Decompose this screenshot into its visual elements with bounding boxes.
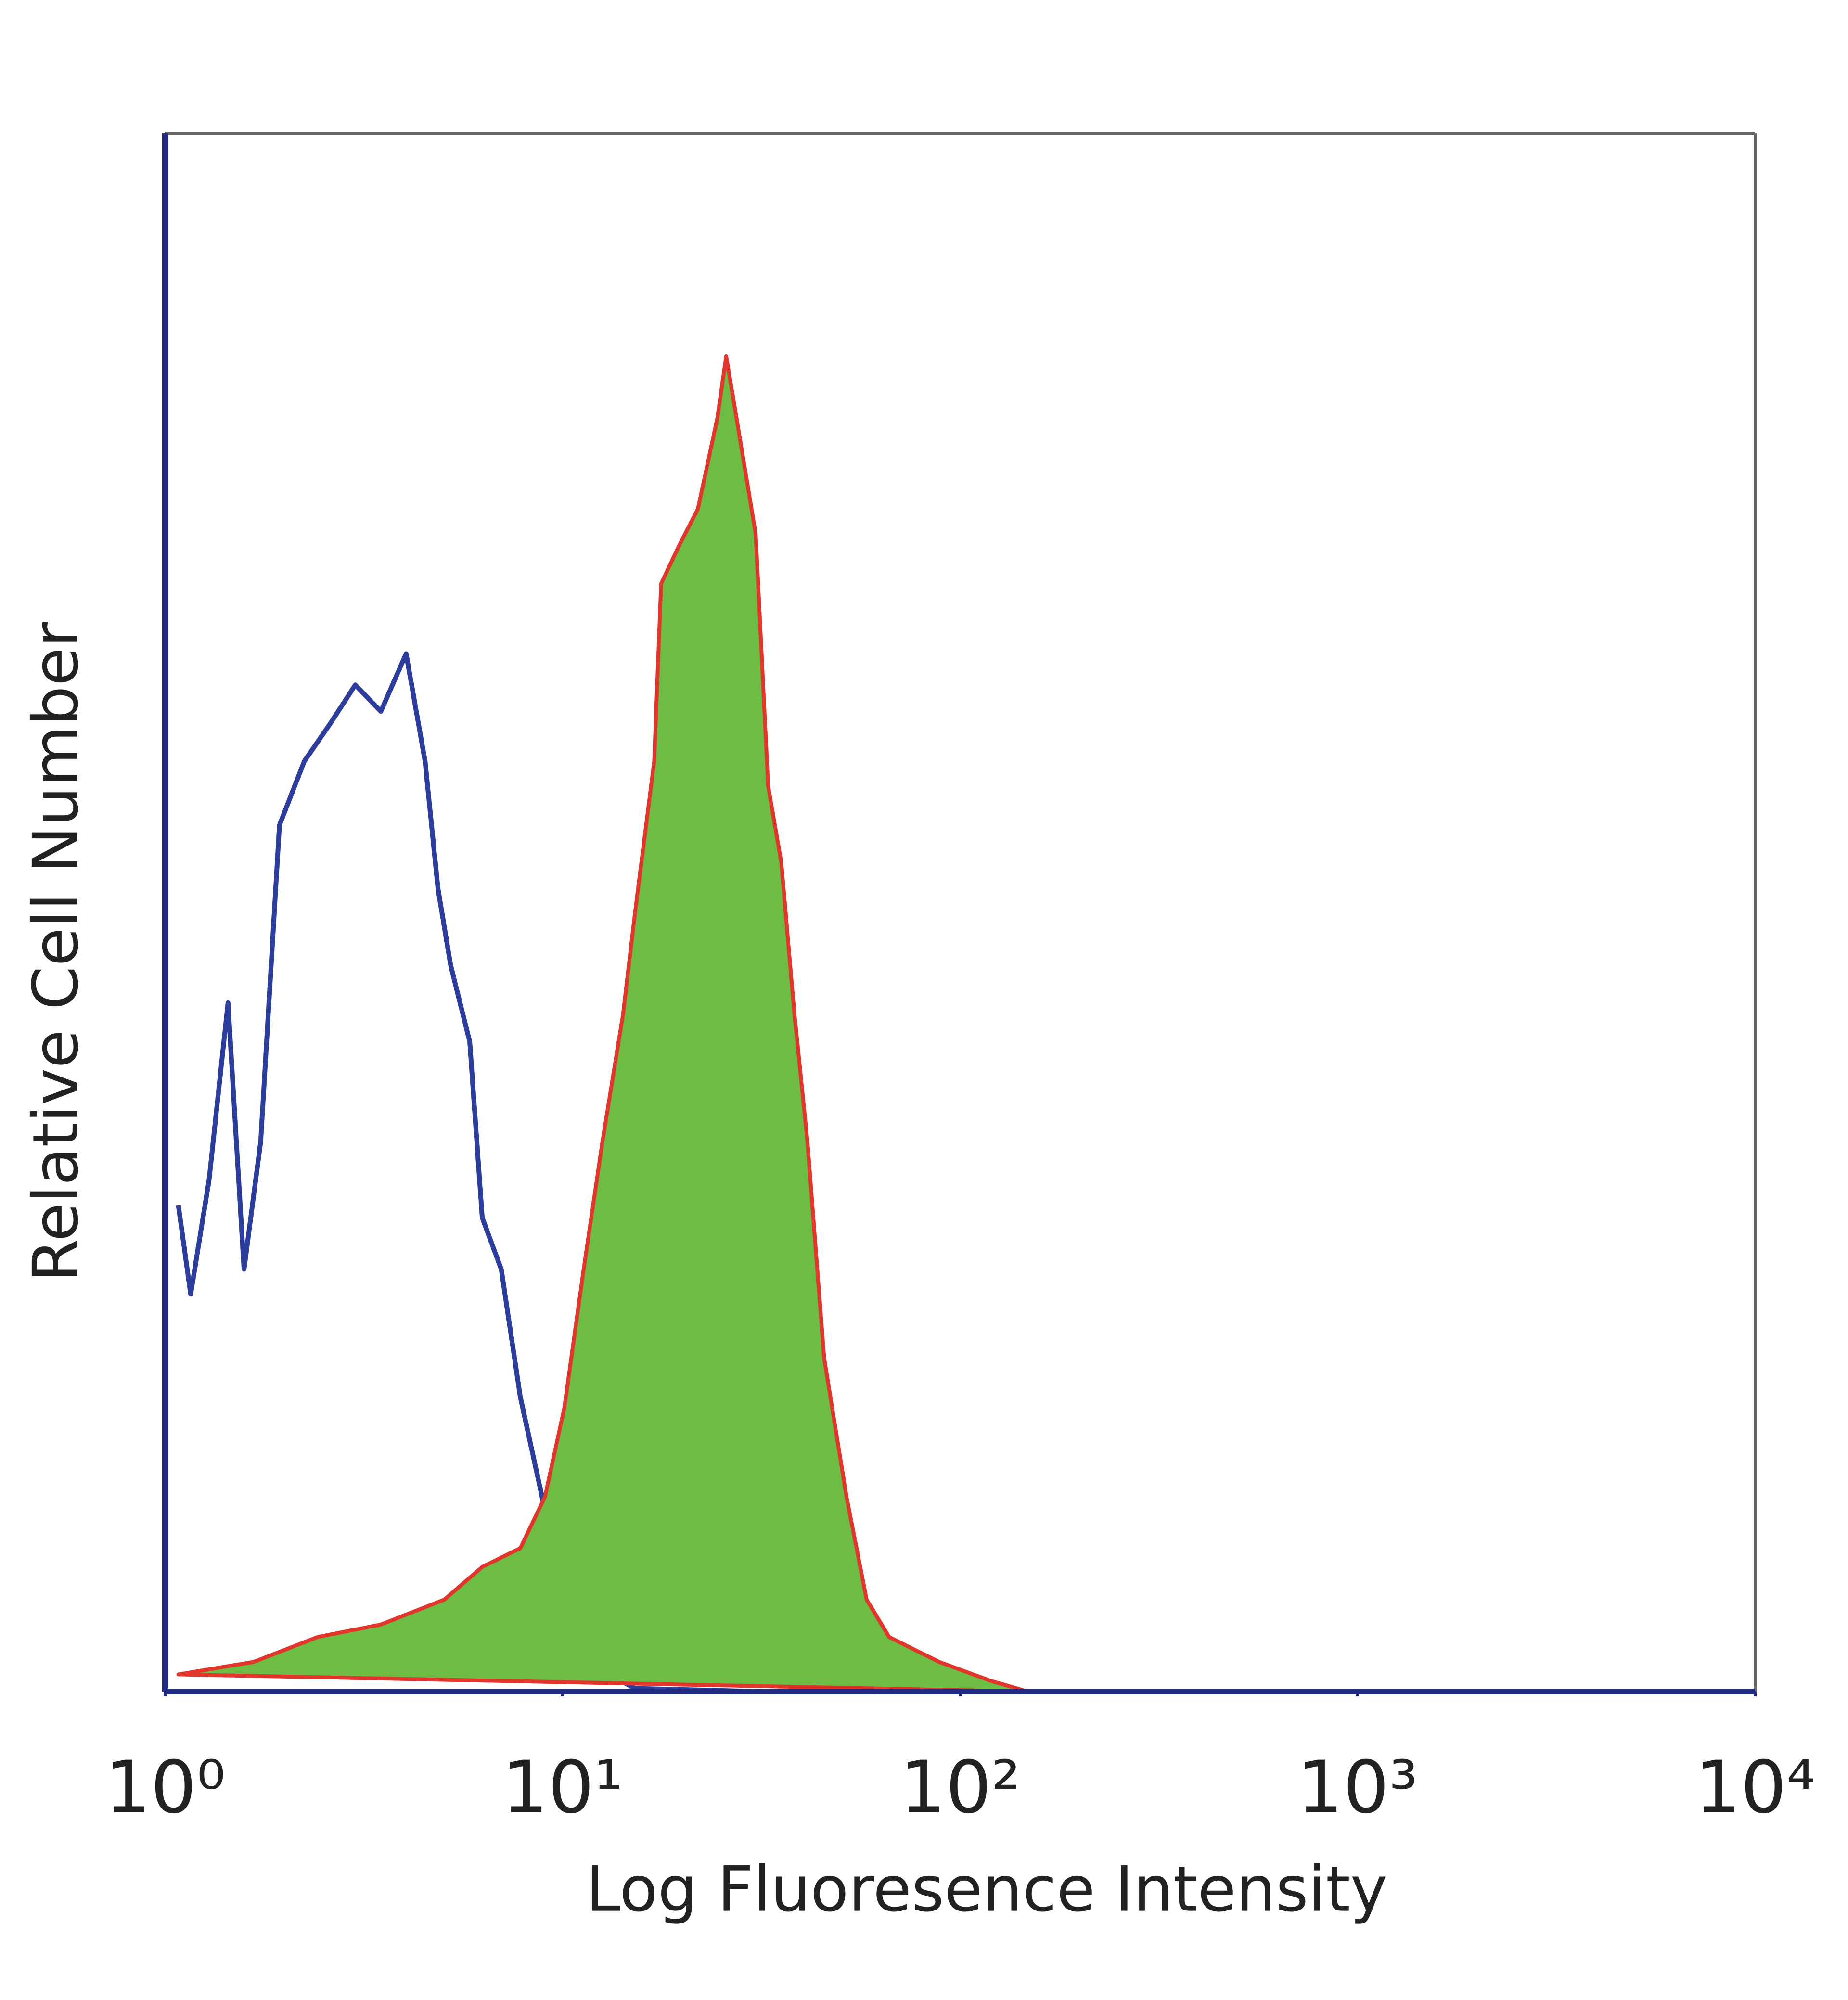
y-axis-label: Relative Cell Number xyxy=(19,621,92,1282)
x-tick-label: 10⁰ xyxy=(104,1746,225,1830)
x-axis-label: Log Fluoresence Intensity xyxy=(586,1853,1387,1926)
x-tick-label: 10⁴ xyxy=(1694,1746,1815,1830)
histogram-area xyxy=(176,354,1030,1693)
x-tick-label: 10³ xyxy=(1297,1746,1418,1830)
x-tick-label: 10¹ xyxy=(502,1746,623,1830)
x-tick-label: 10² xyxy=(899,1746,1020,1830)
